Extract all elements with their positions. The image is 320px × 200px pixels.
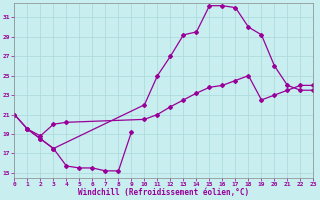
X-axis label: Windchill (Refroidissement éolien,°C): Windchill (Refroidissement éolien,°C) bbox=[78, 188, 250, 197]
